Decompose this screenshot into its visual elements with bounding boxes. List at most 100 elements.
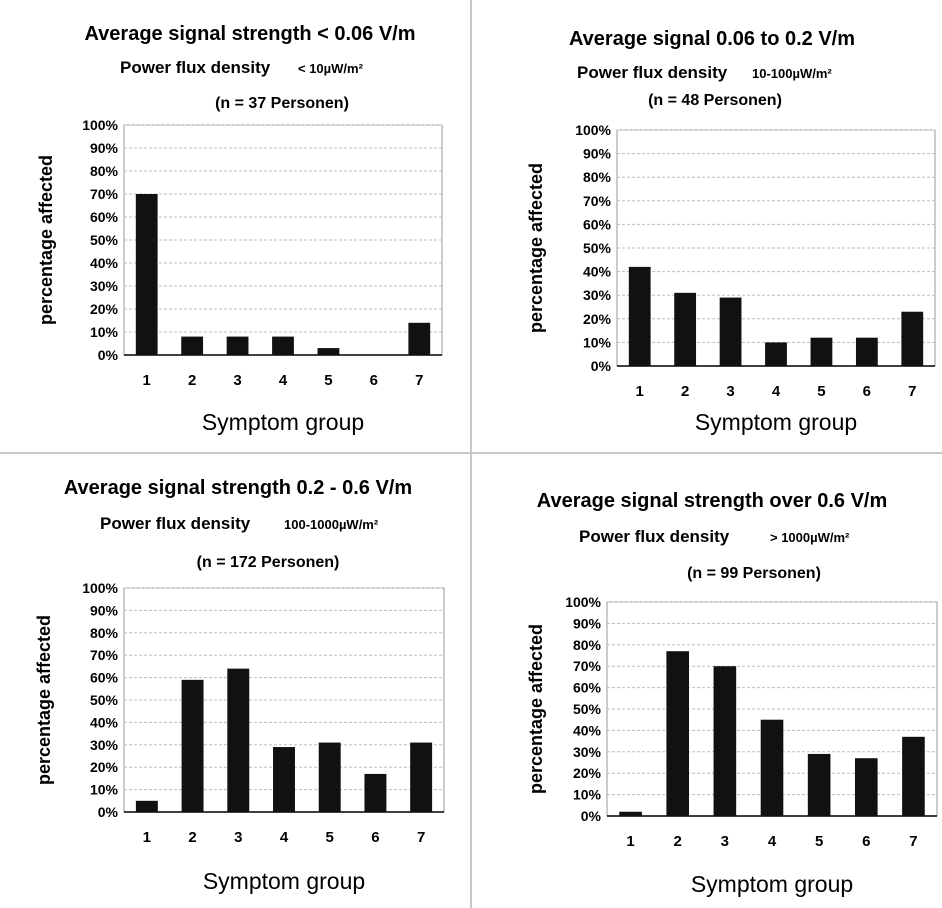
subtitle-value: > 1000µW/m² <box>770 530 850 545</box>
bar-group-2 <box>674 292 697 366</box>
x-tick-label: 2 <box>674 833 682 850</box>
sample-size-note: (n = 172 Personen) <box>197 554 340 571</box>
subtitle-label: Power flux density <box>120 58 271 77</box>
x-tick-label: 6 <box>863 383 871 400</box>
y-tick-label: 70% <box>583 193 612 209</box>
sample-size-note: (n = 37 Personen) <box>215 95 349 112</box>
y-tick-label: 10% <box>90 324 119 340</box>
x-tick-label: 7 <box>415 372 423 389</box>
y-tick-label: 90% <box>583 146 612 162</box>
panel-divider-horizontal <box>0 452 942 454</box>
y-tick-label: 20% <box>573 765 602 781</box>
y-axis-label: percentage affected <box>34 615 54 785</box>
x-tick-label: 5 <box>324 372 332 389</box>
x-axis-label: Symptom group <box>691 871 853 897</box>
x-tick-label: 1 <box>143 829 151 846</box>
bar-group-3 <box>226 336 249 355</box>
y-tick-label: 100% <box>565 594 601 610</box>
x-tick-label: 1 <box>143 372 151 389</box>
y-tick-label: 0% <box>591 358 612 374</box>
bar-group-7 <box>901 311 924 366</box>
chart-title: Average signal strength 0.2 - 0.6 V/m <box>64 477 412 499</box>
bar-group-5 <box>810 337 833 366</box>
y-tick-label: 60% <box>573 680 602 696</box>
bar-group-5 <box>318 742 341 812</box>
bar-group-4 <box>760 719 784 816</box>
x-tick-label: 5 <box>817 383 825 400</box>
x-tick-label: 6 <box>371 829 379 846</box>
y-tick-label: 80% <box>583 169 612 185</box>
subtitle-label: Power flux density <box>579 527 730 546</box>
bar-group-5 <box>317 348 340 355</box>
x-axis-label: Symptom group <box>695 409 857 435</box>
chart-svg: Average signal strength < 0.06 V/m Power … <box>36 23 443 435</box>
y-tick-label: 100% <box>82 580 118 596</box>
x-tick-label: 4 <box>768 833 777 850</box>
chart-panel-4: Average signal strength over 0.6 V/m Powe… <box>472 454 942 908</box>
x-axis-label: Symptom group <box>202 409 364 435</box>
bar-group-4 <box>273 747 295 812</box>
y-tick-label: 10% <box>90 782 119 798</box>
y-axis-label: percentage affected <box>36 155 56 325</box>
y-tick-label: 80% <box>90 625 119 641</box>
y-tick-label: 80% <box>90 163 119 179</box>
bar-group-6 <box>854 758 878 816</box>
bar-group-2 <box>181 336 204 355</box>
x-tick-label: 5 <box>326 829 334 846</box>
chart-panel-3: Average signal strength 0.2 - 0.6 V/m Pow… <box>0 454 470 908</box>
bar-group-7 <box>902 736 925 816</box>
x-tick-label: 3 <box>233 372 241 389</box>
y-tick-label: 30% <box>583 287 612 303</box>
y-tick-label: 40% <box>90 714 119 730</box>
y-tick-label: 10% <box>573 787 602 803</box>
sample-size-note: (n = 99 Personen) <box>687 565 821 582</box>
bar-group-7 <box>408 322 431 355</box>
bar-group-1 <box>628 266 651 366</box>
bar-group-4 <box>272 336 294 355</box>
y-tick-label: 30% <box>573 744 602 760</box>
x-tick-label: 4 <box>280 829 289 846</box>
y-tick-label: 20% <box>90 759 119 775</box>
y-tick-label: 90% <box>90 140 119 156</box>
subtitle-value: 10-100µW/m² <box>752 66 832 81</box>
chart-title: Average signal strength < 0.06 V/m <box>84 23 415 45</box>
y-tick-label: 50% <box>90 232 119 248</box>
bar-group-1 <box>135 800 158 812</box>
y-tick-label: 20% <box>583 311 612 327</box>
bar-group-4 <box>765 342 787 366</box>
y-tick-label: 30% <box>90 278 119 294</box>
bar-group-2 <box>666 651 690 816</box>
x-tick-label: 1 <box>636 383 644 400</box>
y-tick-label: 60% <box>583 216 612 232</box>
panel-divider-vertical <box>470 0 472 908</box>
bar-group-6 <box>855 337 878 366</box>
bar-group-2 <box>181 679 204 812</box>
y-tick-label: 70% <box>90 647 119 663</box>
bar-group-6 <box>364 773 387 812</box>
chart-title: Average signal 0.06 to 0.2 V/m <box>569 28 855 50</box>
subtitle-value: < 10µW/m² <box>298 61 364 76</box>
x-tick-label: 7 <box>417 829 425 846</box>
y-tick-label: 40% <box>583 264 612 280</box>
y-tick-label: 30% <box>90 737 119 753</box>
y-tick-label: 60% <box>90 209 119 225</box>
x-tick-label: 4 <box>772 383 781 400</box>
x-tick-label: 2 <box>681 383 689 400</box>
x-tick-label: 6 <box>370 372 378 389</box>
x-tick-label: 6 <box>862 833 870 850</box>
y-tick-label: 50% <box>90 692 119 708</box>
y-tick-label: 40% <box>573 722 602 738</box>
x-tick-label: 1 <box>626 833 634 850</box>
y-tick-label: 70% <box>573 658 602 674</box>
x-tick-label: 2 <box>188 372 196 389</box>
bar-group-3 <box>719 297 742 366</box>
y-tick-label: 100% <box>575 122 611 138</box>
bar-group-3 <box>713 666 737 816</box>
y-axis-label: percentage affected <box>526 163 546 333</box>
chart-svg: Average signal strength 0.2 - 0.6 V/m Pow… <box>34 477 445 894</box>
subtitle-value: 100-1000µW/m² <box>284 517 379 532</box>
x-tick-label: 7 <box>909 833 917 850</box>
x-tick-label: 2 <box>188 829 196 846</box>
subtitle-label: Power flux density <box>100 514 251 533</box>
x-axis-label: Symptom group <box>203 868 365 894</box>
